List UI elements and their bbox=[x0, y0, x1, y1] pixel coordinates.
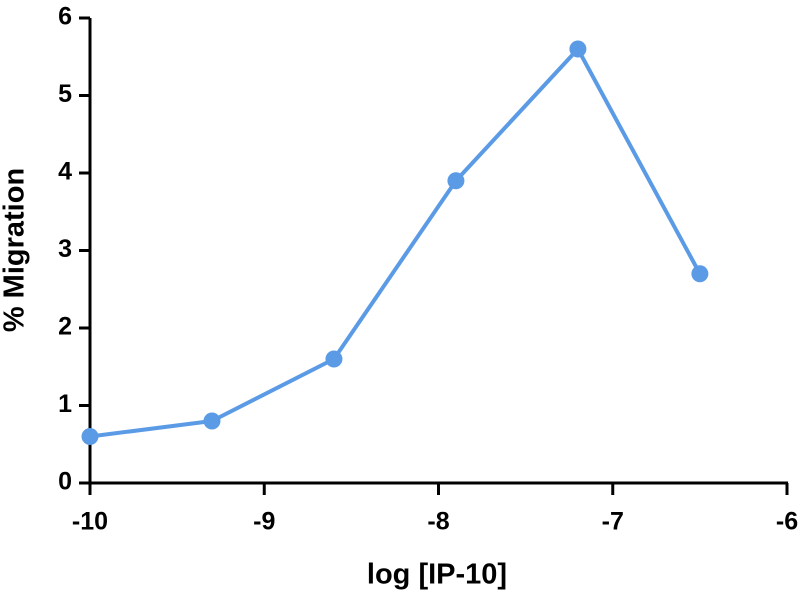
y-axis-label: % Migration bbox=[0, 168, 31, 332]
x-tick-label: -9 bbox=[253, 508, 275, 536]
x-tick-label: -10 bbox=[72, 508, 108, 536]
y-tick-label: 6 bbox=[58, 3, 72, 31]
y-tick-label: 4 bbox=[58, 158, 72, 186]
point bbox=[447, 172, 465, 190]
point bbox=[81, 428, 99, 445]
x-tick-label: -6 bbox=[776, 508, 798, 536]
point bbox=[325, 350, 343, 368]
y-tick-label: 2 bbox=[58, 313, 72, 341]
point bbox=[569, 40, 587, 58]
x-tick-label: -7 bbox=[602, 508, 624, 536]
y-tick-label: 5 bbox=[58, 80, 72, 108]
y-tick-label: 3 bbox=[58, 235, 72, 263]
y-tick-label: 0 bbox=[58, 468, 72, 496]
x-axis-label: log [IP-10] bbox=[367, 559, 507, 591]
line bbox=[89, 47, 702, 439]
y-tick-label: 1 bbox=[58, 390, 72, 418]
point bbox=[691, 265, 709, 283]
x-tick-label: -8 bbox=[427, 508, 449, 536]
point bbox=[203, 412, 221, 430]
